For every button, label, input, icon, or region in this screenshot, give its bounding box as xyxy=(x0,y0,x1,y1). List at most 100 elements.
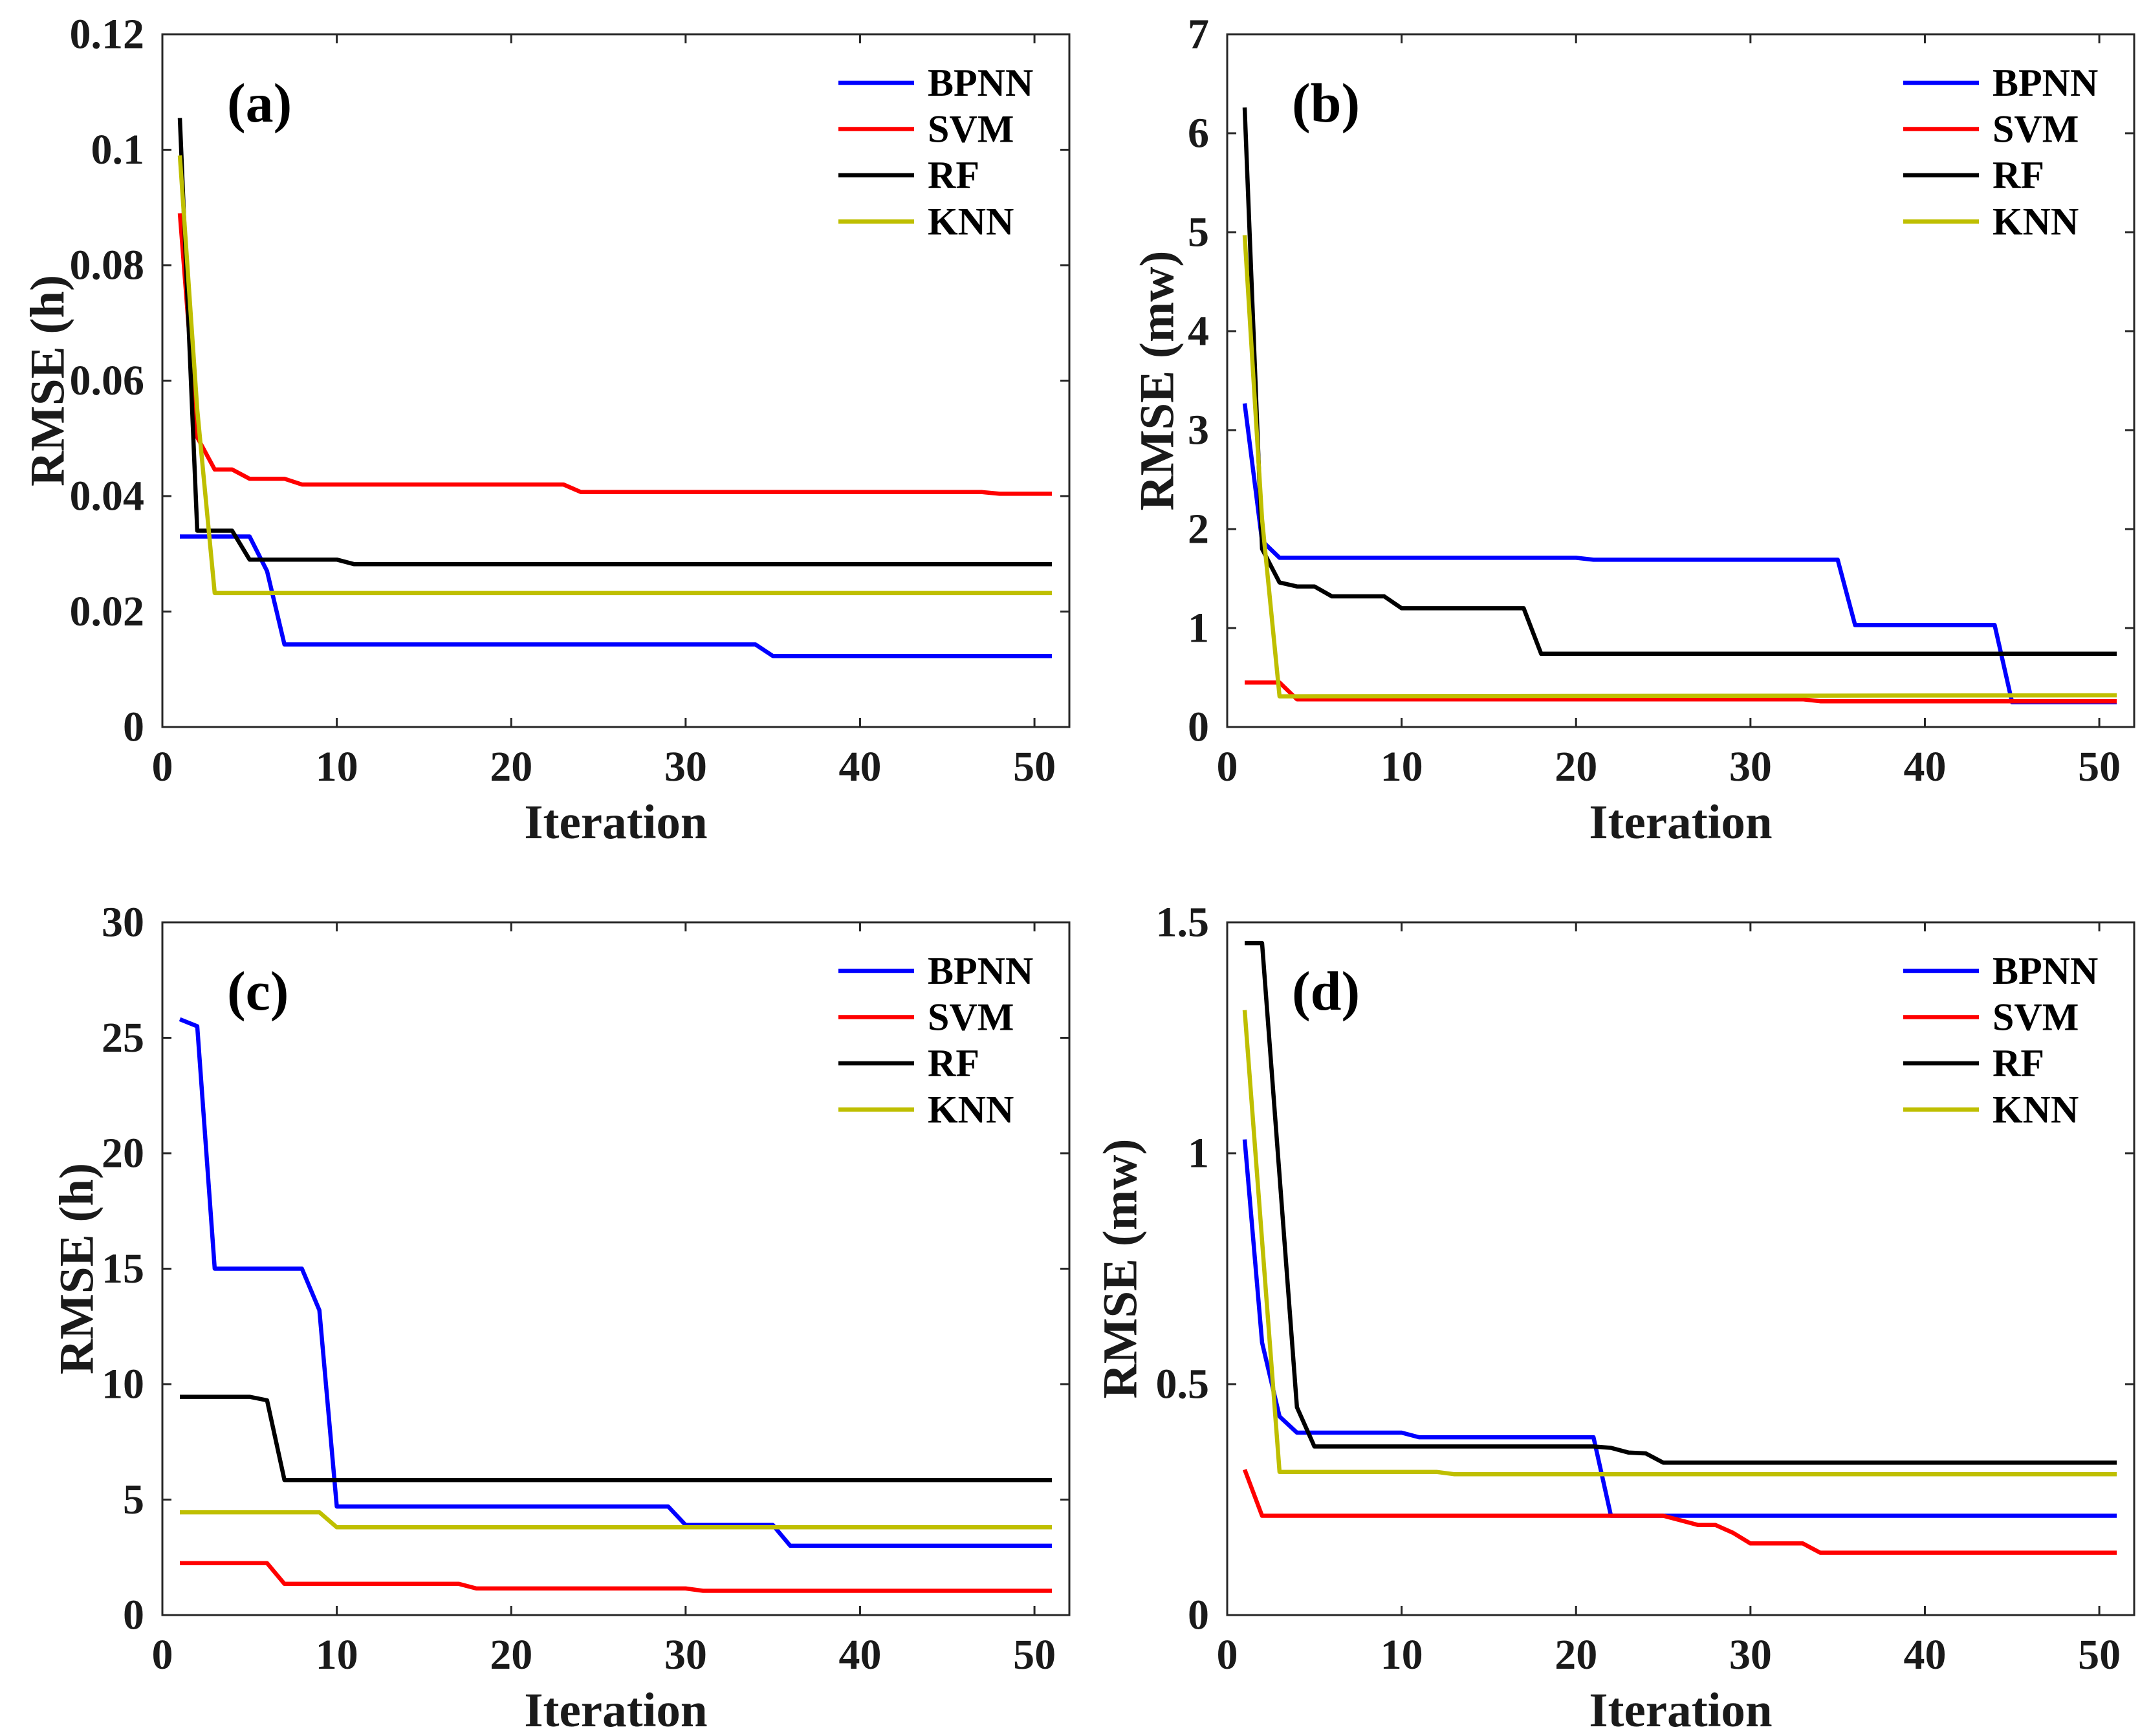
series-line-knn xyxy=(1242,235,2117,699)
legend-label: KNN xyxy=(928,1089,1014,1131)
legend-label: RF xyxy=(1993,1042,2044,1085)
y-axis-label: RMSE (mw) xyxy=(1131,250,1185,510)
x-axis-label: Iteration xyxy=(524,1684,707,1736)
series-group xyxy=(1242,107,2117,705)
x-tick-label: 0 xyxy=(152,1631,173,1678)
y-tick-label: 25 xyxy=(102,1014,144,1061)
y-tick-label: 0.02 xyxy=(70,588,145,635)
legend-label: KNN xyxy=(928,201,1014,243)
series-group xyxy=(177,118,1052,658)
y-axis-label: RMSE (h) xyxy=(21,275,75,486)
y-tick-label: 20 xyxy=(102,1130,144,1177)
plot-area xyxy=(1226,921,2135,1616)
x-tick-label: 10 xyxy=(316,1631,358,1678)
x-tick-label: 0 xyxy=(1217,1631,1238,1678)
y-tick-label: 0 xyxy=(123,1592,144,1639)
panel-label: (b) xyxy=(1292,72,1360,134)
x-tick-label: 20 xyxy=(1555,743,1597,790)
x-tick-label: 10 xyxy=(1381,1631,1423,1678)
legend-label: SVM xyxy=(928,996,1014,1039)
y-tick-label: 0.12 xyxy=(70,11,145,58)
x-tick-label: 20 xyxy=(490,1631,532,1678)
y-tick-label: 7 xyxy=(1188,11,1209,58)
y-tick-label: 3 xyxy=(1188,407,1209,454)
y-tick-label: 0 xyxy=(1188,1592,1209,1639)
panel-c: 0 10 20 30 40 50 0 5 10 15 20 25 30 Iteration RMSE (h)… xyxy=(50,899,1071,1736)
legend-entry-knn: KNN xyxy=(838,201,1014,243)
legend-label: KNN xyxy=(1993,1089,2079,1131)
x-tick-label: 50 xyxy=(1013,743,1056,790)
series-line-rf xyxy=(180,1394,1052,1482)
panel-a: 0 10 20 30 40 50 0 0.02 0.04 0.06 0.08 0.1 0.12 Itera… xyxy=(21,11,1071,849)
x-tick-label: 0 xyxy=(152,743,173,790)
x-tick-label: 30 xyxy=(664,743,707,790)
series-line-knn xyxy=(1242,1010,2117,1477)
series-line-knn xyxy=(177,155,1052,596)
x-tick-label: 50 xyxy=(1013,1631,1056,1678)
series-line-bpnn xyxy=(1242,1139,2117,1518)
series-line-rf xyxy=(1242,107,2117,656)
x-axis-label: Iteration xyxy=(524,796,707,849)
legend-entry-svm: SVM xyxy=(1903,108,2079,151)
y-axis-label: RMSE (mw) xyxy=(1094,1138,1148,1398)
x-tick-label: 10 xyxy=(316,743,358,790)
x-tick-label: 30 xyxy=(1729,743,1772,790)
y-tick-label: 4 xyxy=(1188,308,1209,355)
y-tick-label: 1.5 xyxy=(1156,899,1210,946)
legend-entry-knn: KNN xyxy=(1903,201,2079,243)
y-tick-label: 6 xyxy=(1188,110,1209,157)
legend-entry-bpnn: BPNN xyxy=(838,949,1033,992)
legend-entry-svm: SVM xyxy=(838,108,1014,151)
series-group xyxy=(1242,940,2117,1555)
x-tick-label: 50 xyxy=(2078,1631,2121,1678)
series-line-rf xyxy=(177,118,1052,567)
legend-label: SVM xyxy=(928,108,1014,151)
legend-entry-knn: KNN xyxy=(838,1089,1014,1131)
x-axis-label: Iteration xyxy=(1589,796,1772,849)
y-tick-label: 1 xyxy=(1188,1130,1209,1177)
x-tick-label: 20 xyxy=(490,743,532,790)
x-tick-label: 40 xyxy=(1903,743,1946,790)
series-line-svm xyxy=(180,1561,1052,1593)
legend-label: BPNN xyxy=(1993,949,2098,992)
x-tick-label: 10 xyxy=(1381,743,1423,790)
legend-entry-knn: KNN xyxy=(1903,1089,2079,1131)
series-line-svm xyxy=(1245,680,2117,704)
legend-entry-bpnn: BPNN xyxy=(1903,949,2098,992)
series-line-svm xyxy=(1242,1468,2117,1555)
series-group xyxy=(179,1017,1052,1593)
y-tick-label: 0.08 xyxy=(70,242,145,289)
legend-label: BPNN xyxy=(928,949,1033,992)
y-tick-label: 15 xyxy=(102,1245,144,1292)
plot-area xyxy=(1226,33,2135,728)
x-tick-label: 0 xyxy=(1217,743,1238,790)
legend-entry-svm: SVM xyxy=(838,996,1014,1039)
y-tick-label: 0.06 xyxy=(70,357,145,404)
y-tick-label: 10 xyxy=(102,1361,144,1408)
legend-label: KNN xyxy=(1993,201,2079,243)
legend-label: BPNN xyxy=(1993,61,2098,104)
y-tick-label: 5 xyxy=(1188,209,1209,256)
legend-label: BPNN xyxy=(928,61,1033,104)
x-axis-label: Iteration xyxy=(1589,1684,1772,1736)
x-tick-label: 30 xyxy=(1729,1631,1772,1678)
panel-label: (a) xyxy=(227,72,292,134)
y-tick-label: 0.04 xyxy=(70,473,145,520)
legend-label: RF xyxy=(1993,154,2044,197)
y-axis-label: RMSE (h) xyxy=(50,1163,104,1374)
legend-label: RF xyxy=(928,154,979,197)
series-line-bpnn xyxy=(180,534,1052,658)
legend-label: SVM xyxy=(1993,108,2079,151)
x-tick-label: 40 xyxy=(838,1631,881,1678)
panel-label: (d) xyxy=(1292,960,1360,1022)
y-tick-label: 2 xyxy=(1188,506,1209,553)
legend-entry-rf: RF xyxy=(838,154,979,197)
legend-entry-bpnn: BPNN xyxy=(838,61,1033,104)
legend-entry-bpnn: BPNN xyxy=(1903,61,2098,104)
y-tick-label: 1 xyxy=(1188,605,1209,652)
y-tick-label: 0.1 xyxy=(91,126,145,173)
